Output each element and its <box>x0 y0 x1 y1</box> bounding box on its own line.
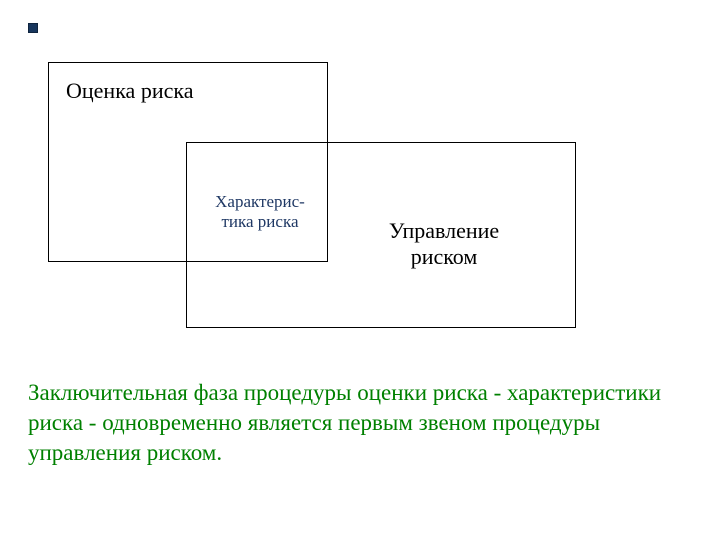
box-risk-assessment-label: Оценка риска <box>66 78 246 104</box>
overlap-label-line1: Характерис- <box>215 192 305 211</box>
slide-bullet <box>28 20 38 30</box>
box-risk-management-label: Управление риском <box>354 218 534 270</box>
caption-text: Заключительная фаза процедуры оценки рис… <box>28 378 688 468</box>
overlap-label: Характерис- тика риска <box>200 192 320 232</box>
overlap-label-line2: тика риска <box>221 212 298 231</box>
